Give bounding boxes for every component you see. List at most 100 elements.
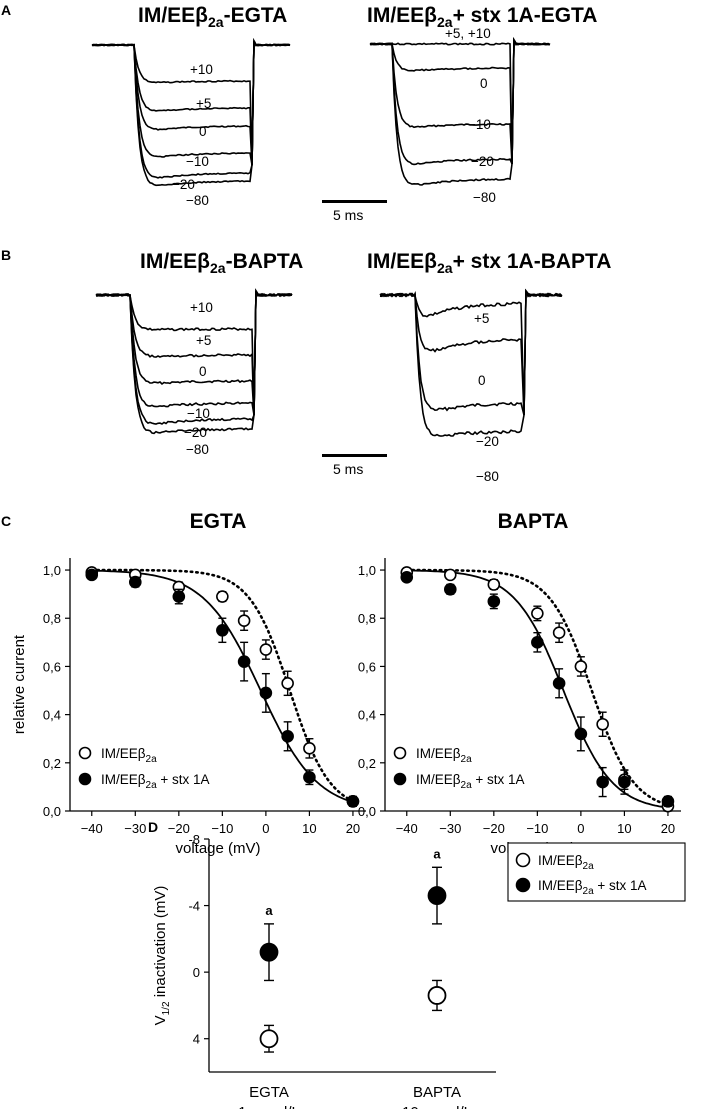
x-tick-label: −30 xyxy=(439,821,461,836)
current-trace xyxy=(91,40,291,166)
data-point-open xyxy=(259,1029,279,1049)
data-point-open xyxy=(596,717,609,731)
data-point-open xyxy=(552,626,566,639)
trace-label: +10 xyxy=(190,300,213,315)
data-point-filled xyxy=(574,727,588,741)
current-trace xyxy=(370,37,551,165)
data-point-filled xyxy=(216,623,229,637)
y-tick-label: 0,2 xyxy=(43,756,61,771)
y-axis-label: relative current xyxy=(11,634,28,734)
scale-label-b: 5 ms xyxy=(333,461,364,477)
x-tick-label: 10 xyxy=(617,821,631,836)
chart-title: BAPTA xyxy=(498,510,569,533)
data-point-open xyxy=(237,614,251,627)
legend-label: IM/EEβ2a xyxy=(101,746,157,765)
legend-marker xyxy=(515,877,531,893)
y-tick-label: 4 xyxy=(193,1032,200,1047)
y-tick-label: -4 xyxy=(188,899,200,914)
panel-letter-c: C xyxy=(1,513,11,529)
y-tick-label: 0,8 xyxy=(358,611,376,626)
trace-label: −80 xyxy=(473,190,496,205)
panel-b-left-title: IM/EEβ2a-BAPTA xyxy=(140,250,304,277)
current-trace xyxy=(91,40,291,166)
chart-v-half: D -8 -4 0 4 EGTA 1 mmol/L BAPTA 10 mmol/L V1/2 in… xyxy=(148,819,686,1109)
trace-group-b-left xyxy=(95,288,293,435)
y-tick-label: 0,2 xyxy=(358,756,376,771)
x-tick-label: −40 xyxy=(396,821,418,836)
data-point-open xyxy=(443,568,457,582)
legend-label: IM/EEβ2a + stx 1A xyxy=(101,772,210,791)
legend-marker xyxy=(78,772,92,786)
current-trace xyxy=(379,290,563,416)
fit-curve-dotted xyxy=(405,568,670,807)
data-point-open xyxy=(427,986,447,1005)
y-tick-label: 1,0 xyxy=(358,563,376,578)
chart-egta: C EGTA 0,0 0,2 0,4 0,6 0,8 1,0 −40 −30 −20 −10 0 10 20… xyxy=(1,510,366,857)
trace-label: −20 xyxy=(172,177,195,192)
data-point-open xyxy=(259,643,273,656)
y-tick-label: 0 xyxy=(193,965,200,980)
fit-curve-solid xyxy=(91,569,354,803)
legend-box xyxy=(507,842,686,902)
x-tick-label: 20 xyxy=(346,821,360,836)
data-point-filled xyxy=(259,686,273,700)
data-point-open xyxy=(216,590,229,603)
data-point-filled xyxy=(259,942,279,962)
data-point-open xyxy=(303,742,316,755)
trace-label: +10 xyxy=(190,62,213,77)
y-tick-label: 0,4 xyxy=(358,708,376,723)
panel-letter-d: D xyxy=(148,819,158,835)
current-trace xyxy=(95,290,293,435)
current-trace xyxy=(91,38,291,187)
current-trace xyxy=(369,37,551,186)
current-trace xyxy=(379,288,563,437)
y-tick-label: 0,0 xyxy=(358,804,376,819)
x-tick-label: −20 xyxy=(483,821,505,836)
panel-a-left-title: IM/EEβ2a-EGTA xyxy=(138,4,288,31)
data-point-filled xyxy=(618,775,631,789)
current-trace xyxy=(379,288,563,416)
trace-group-a-right xyxy=(369,37,551,186)
fit-curve-dotted xyxy=(90,568,355,803)
chart-bapta: BAPTA 0,0 0,2 0,4 0,6 0,8 1,0 −40 −30 −20 −10 0 10 20… xyxy=(358,510,681,857)
data-point-open xyxy=(487,578,501,591)
data-point-filled xyxy=(346,795,360,808)
y-tick-label: 0,6 xyxy=(358,659,376,674)
y-tick-label: 1,0 xyxy=(43,563,61,578)
trace-label: −20 xyxy=(184,425,207,440)
y-tick-label: 0,6 xyxy=(43,659,61,674)
data-point-filled xyxy=(427,886,447,905)
scale-label-a: 5 ms xyxy=(333,207,364,223)
trace-label: −80 xyxy=(186,193,209,208)
trace-label: +5 xyxy=(196,333,212,348)
trace-group-b-right xyxy=(379,288,563,437)
panel-a-right-title: IM/EEβ2a+ stx 1A-EGTA xyxy=(367,4,598,31)
y-tick-label: 0,8 xyxy=(43,611,61,626)
x-tick-label: −20 xyxy=(168,821,190,836)
charts: C EGTA 0,0 0,2 0,4 0,6 0,8 1,0 −40 −30 −20 −10 0 10 20… xyxy=(1,510,686,1109)
legend-marker xyxy=(393,746,407,760)
data-point-open xyxy=(281,676,294,690)
x-tick-label: 20 xyxy=(661,821,675,836)
category-label: BAPTA xyxy=(413,1084,461,1101)
y-axis-label: V1/2 inactivation (mV) xyxy=(152,886,172,1026)
current-traces xyxy=(91,37,563,437)
data-point-filled xyxy=(237,655,251,668)
data-point-filled xyxy=(531,636,544,649)
x-axis-label: voltage (mV) xyxy=(175,840,260,857)
data-point-filled xyxy=(400,570,414,584)
y-tick-label: -8 xyxy=(188,832,200,847)
trace-label: 0 xyxy=(480,76,488,91)
trace-label: 0 xyxy=(199,364,207,379)
data-point-filled xyxy=(172,590,186,603)
trace-label: −80 xyxy=(186,442,209,457)
data-point-filled xyxy=(281,730,294,743)
panel-letter-a: A xyxy=(1,2,12,18)
data-point-filled xyxy=(487,595,501,608)
trace-label: 0 xyxy=(478,373,486,388)
data-point-filled xyxy=(128,575,142,589)
data-point-filled xyxy=(85,568,99,582)
category-sublabel: 10 mmol/L xyxy=(402,1104,472,1109)
x-tick-label: 0 xyxy=(262,821,269,836)
data-point-filled xyxy=(552,676,566,690)
